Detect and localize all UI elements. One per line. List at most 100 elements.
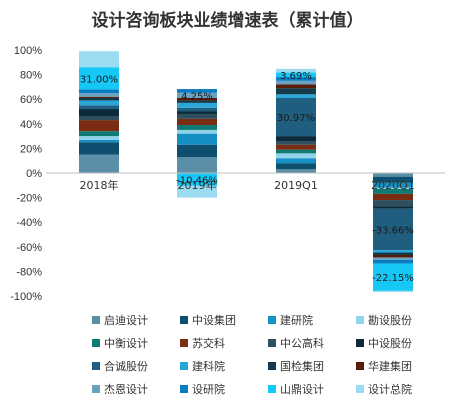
bar-segment xyxy=(373,290,413,293)
bar-segment xyxy=(79,97,119,101)
legend-item: 中衡设计 xyxy=(92,335,180,351)
legend-label: 中衡设计 xyxy=(104,337,148,350)
bar-segment xyxy=(276,98,316,137)
bar-segment xyxy=(373,257,413,260)
legend-item: 启迪设计 xyxy=(92,312,180,328)
legend-swatch xyxy=(92,362,100,370)
bar-segment xyxy=(373,173,413,177)
legend-label: 杰恩设计 xyxy=(104,383,148,396)
bar-segment xyxy=(177,102,217,108)
category-label: 2020Q1 xyxy=(371,179,415,192)
bar-segment xyxy=(79,109,119,117)
y-tick-label: -20% xyxy=(16,193,42,205)
bar-segment xyxy=(276,158,316,164)
bar-segment xyxy=(177,89,217,93)
legend-item: 中设股份 xyxy=(356,335,442,351)
bar-segment xyxy=(276,136,316,142)
legend-swatch xyxy=(356,316,364,324)
bar-segment xyxy=(373,259,413,264)
plot-area: -100% -80% -60% -40% -20% 0% 20% 40% 60% 80% 100% 2… xyxy=(10,45,445,303)
bar-segment xyxy=(276,141,316,145)
data-label: 31.00% xyxy=(80,74,118,85)
bar-segment xyxy=(177,185,217,198)
legend-label: 华建集团 xyxy=(368,360,412,373)
bar-segment xyxy=(79,96,119,98)
bar-segment xyxy=(79,154,119,173)
y-tick-label: -100% xyxy=(10,291,42,303)
legend-item: 建研院 xyxy=(268,312,356,328)
legend-label: 建科院 xyxy=(192,360,225,373)
legend-item: 建科院 xyxy=(180,358,268,374)
bar-segment xyxy=(177,113,217,119)
legend-item: 勘设股份 xyxy=(356,312,442,328)
bar-segment xyxy=(373,200,413,207)
bar-segment xyxy=(276,144,316,150)
bar-segment xyxy=(276,149,316,154)
legend-swatch xyxy=(268,385,276,393)
legend-label: 启迪设计 xyxy=(104,314,148,327)
bar-segment xyxy=(79,89,119,94)
category-label: 2019年 xyxy=(178,178,217,192)
bar-segment xyxy=(79,116,119,121)
legend-label: 设计总院 xyxy=(368,383,412,396)
legend-swatch xyxy=(180,362,188,370)
bar-segment xyxy=(177,125,217,130)
bar-segment xyxy=(79,142,119,155)
legend-swatch xyxy=(268,362,276,370)
bar-segment xyxy=(276,72,316,78)
bar-segment xyxy=(373,250,413,253)
bar-segment xyxy=(177,173,217,186)
bar-segment xyxy=(79,100,119,106)
data-label: -22.15% xyxy=(372,273,414,284)
bar-segment xyxy=(373,208,413,251)
legend-item: 山鼎设计 xyxy=(268,381,356,397)
bar-segment xyxy=(276,84,316,89)
legend-item: 国检集团 xyxy=(268,358,356,374)
legend-item: 合诚股份 xyxy=(92,358,180,374)
bar-segment xyxy=(177,107,217,112)
legend-swatch xyxy=(356,385,364,393)
legend-label: 苏交科 xyxy=(192,337,225,350)
legend-item: 苏交科 xyxy=(180,335,268,351)
y-tick-label: 60% xyxy=(20,94,42,106)
bar-segment xyxy=(373,176,413,183)
bar-segment xyxy=(373,187,413,189)
bar-segment xyxy=(373,252,413,255)
legend-label: 合诚股份 xyxy=(104,360,148,373)
bar-segment xyxy=(177,100,217,103)
bar-segment xyxy=(373,188,413,194)
bar-segment xyxy=(79,105,119,110)
bar-segment xyxy=(276,163,316,170)
legend-label: 国检集团 xyxy=(280,360,324,373)
bar-segment xyxy=(276,88,316,95)
data-label: -10.46% xyxy=(176,175,218,186)
legend-label: 中设股份 xyxy=(368,337,412,350)
data-label: 30.97% xyxy=(277,113,315,124)
y-tick-label: 0% xyxy=(26,168,42,180)
bar-segment xyxy=(177,144,217,158)
bar-segment xyxy=(276,77,316,81)
legend-item: 华建集团 xyxy=(356,358,442,374)
legend-label: 山鼎设计 xyxy=(280,383,324,396)
legend-swatch xyxy=(356,339,364,347)
y-tick-label: -60% xyxy=(16,242,42,254)
legend-label: 中设集团 xyxy=(192,314,236,327)
bar-segment xyxy=(276,169,316,173)
legend-item: 中公高科 xyxy=(268,335,356,351)
y-tick-label: 20% xyxy=(20,143,42,155)
bar-segment xyxy=(79,120,119,132)
legend-swatch xyxy=(180,316,188,324)
legend-item: 设计总院 xyxy=(356,381,442,397)
category-label: 2018年 xyxy=(80,178,119,192)
bar-segment xyxy=(177,129,217,134)
legend-swatch xyxy=(356,362,364,370)
bar-segment xyxy=(177,97,217,101)
bar-segment xyxy=(79,131,119,137)
bar-segment xyxy=(79,139,119,143)
bar-segment xyxy=(79,67,119,90)
bar-segment xyxy=(177,92,217,98)
legend-item: 设研院 xyxy=(180,381,268,397)
legend-swatch xyxy=(92,316,100,324)
category-label: 2019Q1 xyxy=(274,179,318,192)
bar-segment xyxy=(79,93,119,97)
